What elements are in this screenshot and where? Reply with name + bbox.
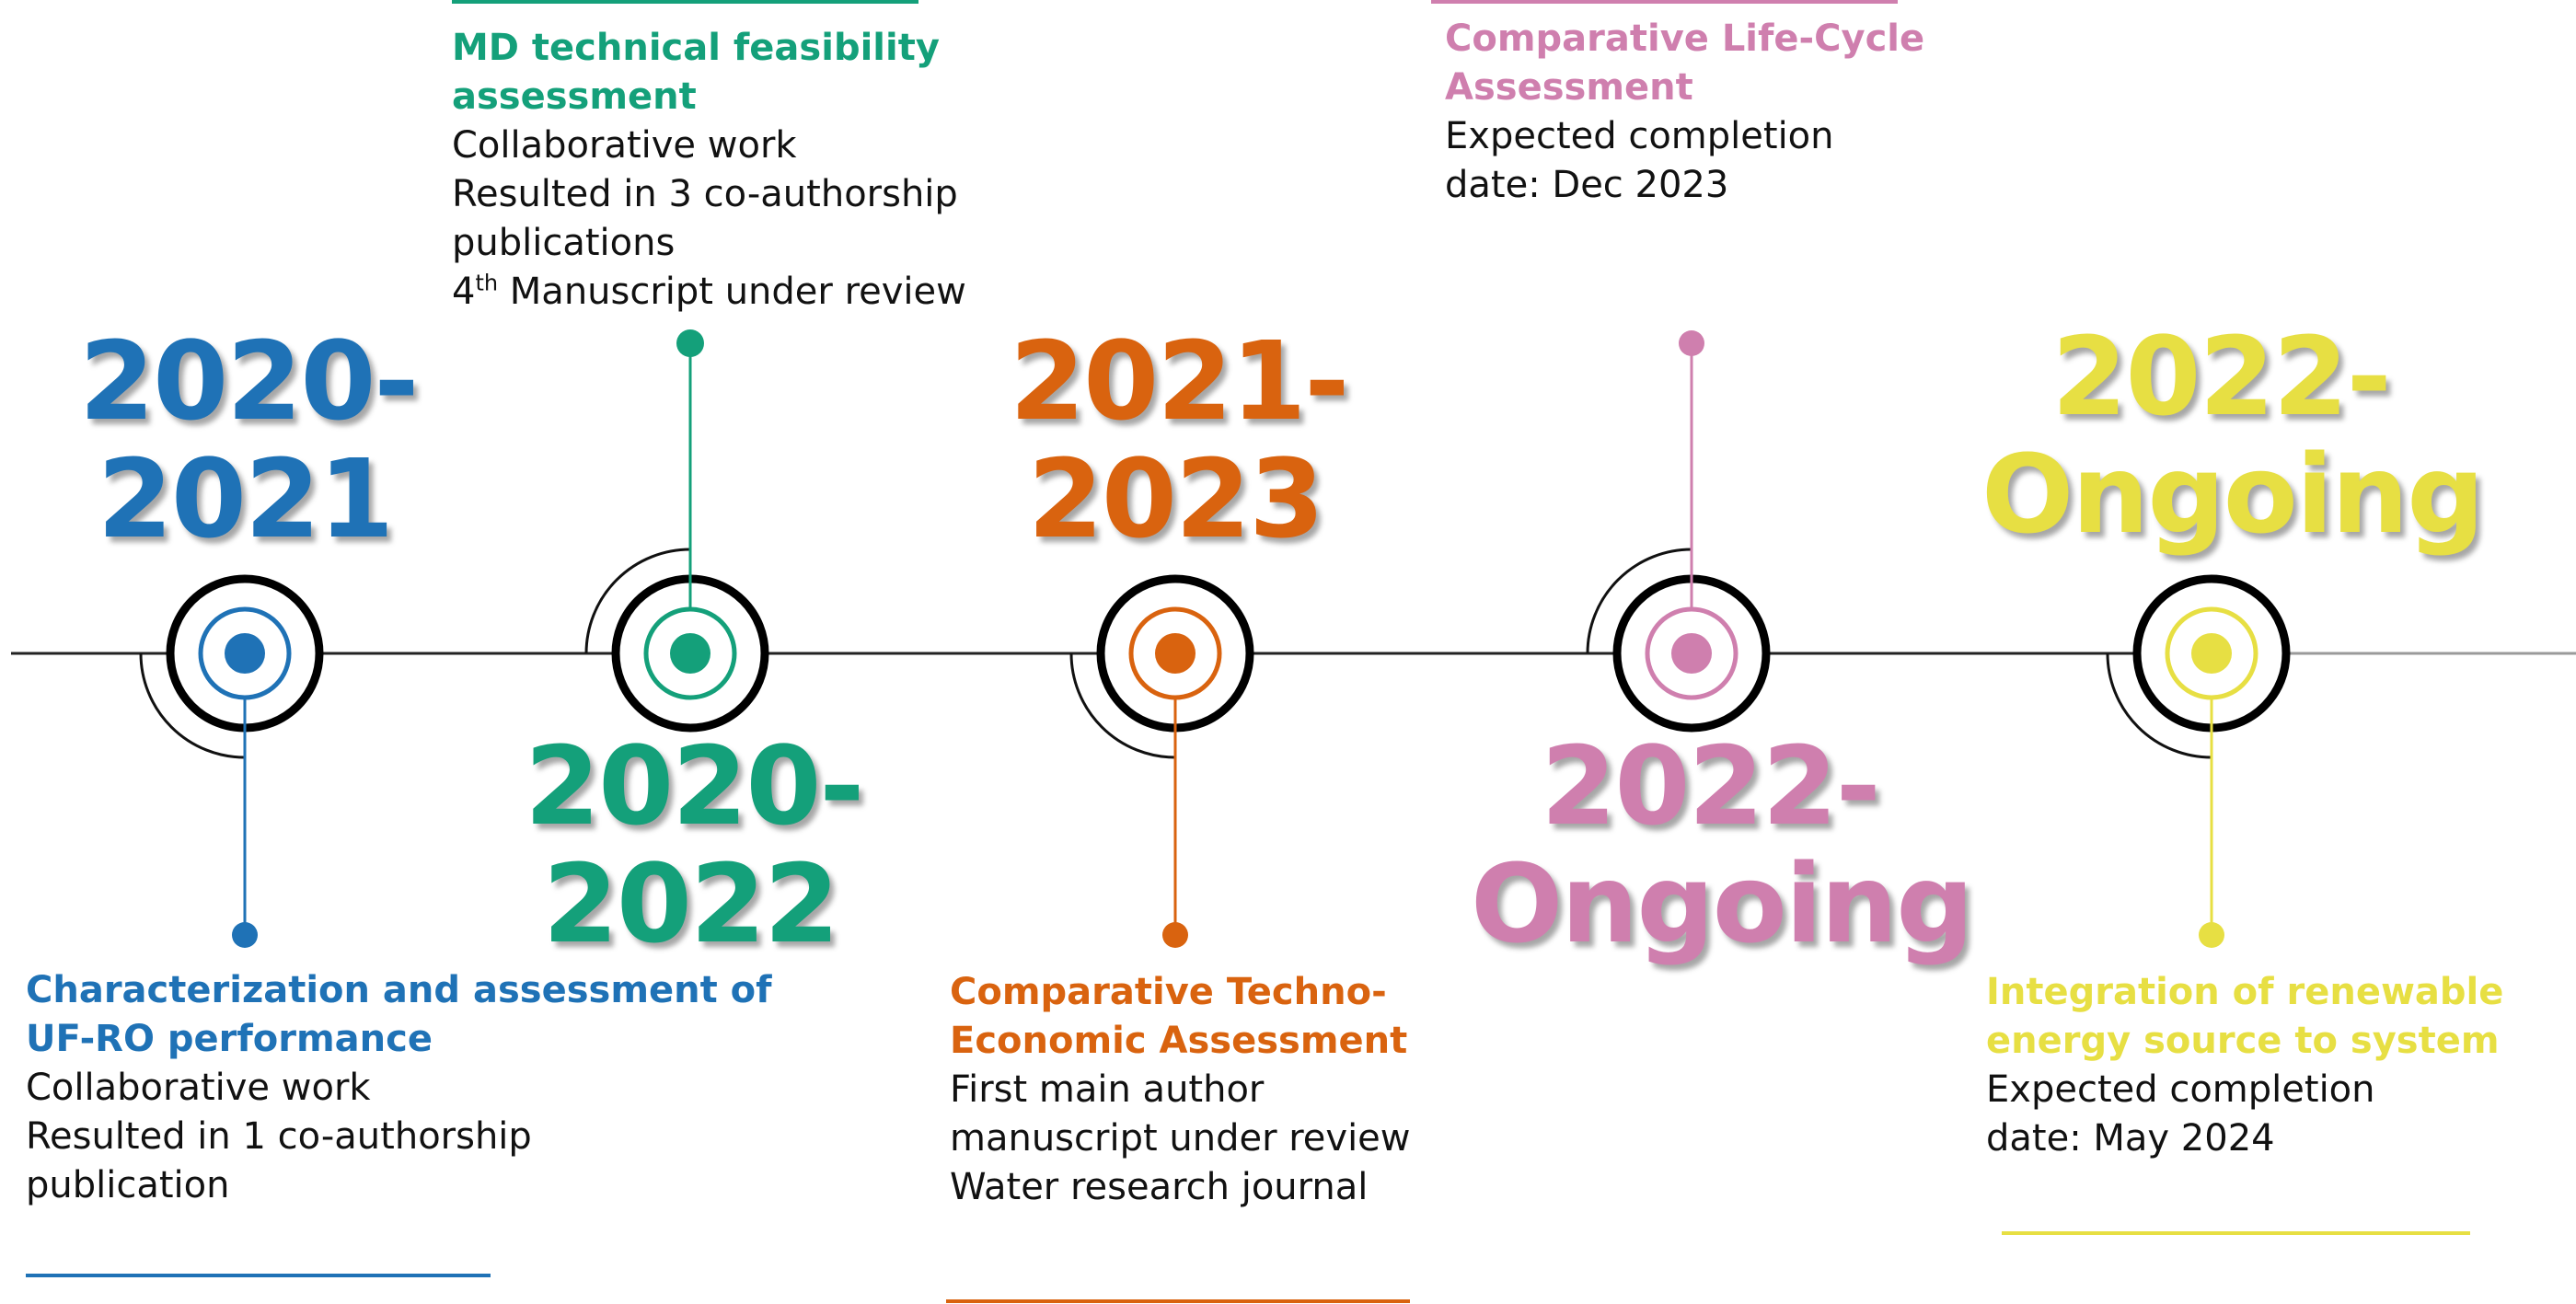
card-4-body-line1: Expected completion xyxy=(1445,115,1834,157)
year-label-1-line1: 2020- xyxy=(79,317,419,444)
card-2-body-line2: Resulted in 3 co-authorship xyxy=(452,173,958,215)
card-1-body-line2: Resulted in 1 co-authorship xyxy=(26,1115,532,1158)
year-label-5: 2022- Ongoing xyxy=(1981,313,2485,558)
card-5-title-line1: Integration of renewable xyxy=(1986,971,2504,1013)
card-2-body-line3: publications xyxy=(452,222,676,264)
card-3-body-line1: First main author xyxy=(950,1068,1265,1111)
card-2-body-line4: 4th Manuscript under review xyxy=(452,268,966,317)
card-2-title-line2: assessment xyxy=(452,75,697,118)
node-1-arc xyxy=(139,652,246,759)
milestone-card-4: Comparative Life-Cycle Assessment Expect… xyxy=(1445,15,1924,210)
card-4-title-line2: Assessment xyxy=(1445,66,1693,109)
card-2-title-line1: MD technical feasibility xyxy=(452,27,940,69)
milestone-card-2: MD technical feasibility assessment Coll… xyxy=(452,24,966,317)
year-label-3: 2021- 2023 xyxy=(1010,317,1349,562)
card-4-title-line1: Comparative Life-Cycle xyxy=(1445,17,1925,60)
year-label-2: 2020- 2022 xyxy=(525,722,864,967)
milestone-card-3: Comparative Techno- Economic Assessment … xyxy=(950,968,1411,1212)
card-5-body-line2: date: May 2024 xyxy=(1986,1117,2275,1160)
year-label-3-line1: 2021- xyxy=(1010,317,1349,444)
card-1-title-line1: Characterization and assessment of xyxy=(26,969,772,1011)
node-2-arc xyxy=(584,548,691,654)
card-1-body-line3: publication xyxy=(26,1164,230,1206)
milestone-node-4 xyxy=(1586,330,1771,733)
card-5-body-line1: Expected completion xyxy=(1986,1068,2375,1111)
milestone-node-3 xyxy=(1069,574,1254,948)
card-4-body-line2: date: Dec 2023 xyxy=(1445,164,1729,206)
card-1-title-line2: UF-RO performance xyxy=(26,1018,433,1060)
year-label-2-line1: 2020- xyxy=(525,722,864,849)
card-3-body-line2: manuscript under review xyxy=(950,1117,1411,1160)
card-3-title-line1: Comparative Techno- xyxy=(950,971,1387,1013)
card-3-title-line2: Economic Assessment xyxy=(950,1020,1408,1062)
year-label-1: 2020- 2021 xyxy=(79,317,419,562)
card-2-body-line4-prefix: 4 xyxy=(452,271,476,313)
year-label-5-line2: Ongoing xyxy=(1981,431,2485,558)
card-2-body-line4-rest: Manuscript under review xyxy=(498,271,966,313)
milestone-card-5: Integration of renewable energy source t… xyxy=(1986,968,2503,1163)
year-label-3-line2: 2023 xyxy=(1027,435,1324,562)
card-3-body-line3: Water research journal xyxy=(950,1166,1369,1208)
milestone-node-5 xyxy=(2106,574,2291,948)
milestone-node-2 xyxy=(584,329,769,733)
year-label-4-line2: Ongoing xyxy=(1471,840,1974,967)
year-label-2-line2: 2022 xyxy=(542,840,839,967)
card-1-body-line1: Collaborative work xyxy=(26,1067,371,1109)
card-2-body-line4-sup: th xyxy=(475,270,499,296)
card-2-body-line1: Collaborative work xyxy=(452,124,797,167)
node-3-arc xyxy=(1069,652,1176,759)
node-5-arc xyxy=(2106,652,2212,759)
year-label-5-line1: 2022- xyxy=(2051,313,2391,440)
node-4-arc xyxy=(1586,548,1692,654)
year-label-4: 2022- Ongoing xyxy=(1471,722,1974,967)
card-5-title-line2: energy source to system xyxy=(1986,1020,2500,1062)
milestone-card-1: Characterization and assessment of UF-RO… xyxy=(26,966,772,1210)
year-label-1-line2: 2021 xyxy=(97,435,394,562)
year-label-4-line1: 2022- xyxy=(1541,722,1880,849)
milestone-node-1 xyxy=(139,574,324,948)
